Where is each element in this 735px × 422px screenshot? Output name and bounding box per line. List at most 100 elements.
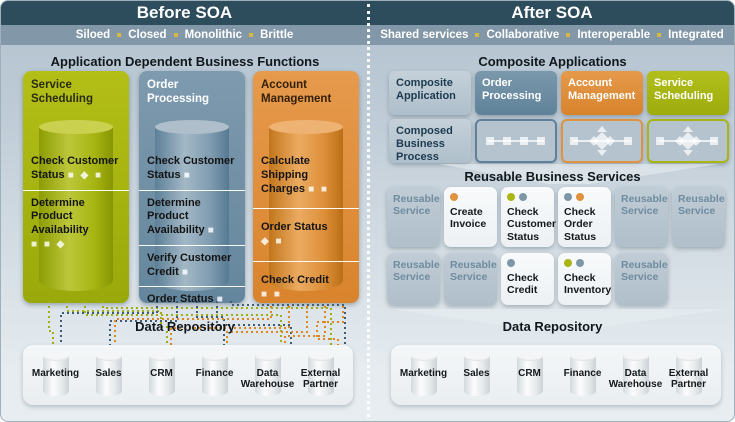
composite-applications-title: Composite Applications — [478, 54, 627, 69]
shape-icons: ■ ■ — [308, 183, 329, 195]
datastore-data-warehouse: Data Warehouse — [241, 350, 294, 400]
composite-app-service-scheduling: Service Scheduling — [647, 71, 729, 115]
function-label: Determine Product Availability — [31, 196, 89, 237]
datastore-label: CRM — [518, 368, 541, 379]
process-flow-box-branching — [561, 119, 643, 163]
function-label: Calculate Shipping Charges — [261, 155, 310, 195]
service-reusable: Reusable Service — [615, 187, 668, 247]
panel-divider — [367, 4, 370, 417]
service-check-inventory: Check Inventory — [558, 253, 611, 305]
service-dots — [507, 259, 548, 270]
subtitle-word: Collaborative — [486, 29, 560, 41]
app-title: Service Scheduling — [31, 79, 93, 105]
subtitle-word: Integrated — [668, 29, 724, 41]
separator-dot — [475, 33, 480, 37]
service-label: Check Customer Status — [507, 206, 557, 243]
service-reusable: Reusable Service — [387, 187, 440, 247]
composite-app-account-management: Account Management — [561, 71, 643, 115]
database-cylinder-icon — [148, 352, 175, 396]
subtitle-word: Monolithic — [184, 29, 243, 41]
function-list: Check Customer Status ■ Determine Produc… — [139, 149, 245, 303]
shape-icons: ■ ■ — [261, 288, 282, 300]
service-reusable: Reusable Service — [615, 253, 668, 305]
olive-dot-icon — [564, 259, 572, 267]
function-label: Check Customer Status — [31, 155, 119, 181]
service-dots — [564, 193, 605, 204]
function-item: Order Status ■ — [139, 287, 245, 303]
datastore-label: External Partner — [668, 368, 709, 390]
database-cylinder-icon — [155, 120, 229, 291]
database-cylinder-icon — [516, 352, 543, 396]
function-label: Check Credit — [261, 273, 329, 286]
datastore-label: Marketing — [399, 368, 448, 379]
service-reusable: Reusable Service — [444, 253, 497, 305]
service-reusable: Reusable Service — [672, 187, 725, 247]
service-label: Reusable Service — [450, 259, 497, 284]
service-label: Reusable Service — [678, 193, 725, 218]
database-cylinder-icon — [675, 352, 702, 396]
diamond-flow-icon — [656, 126, 718, 156]
funnel-shape — [389, 309, 725, 329]
left-section-title: Application Dependent Business Functions — [50, 54, 320, 69]
datastore-sales: Sales — [451, 350, 503, 400]
shape-icons: ■ ■ ◆ — [31, 238, 67, 250]
datastore-sales: Sales — [83, 350, 135, 400]
function-item: Calculate Shipping Charges ■ ■ — [253, 149, 359, 210]
separator-dot — [173, 33, 178, 37]
datastore-label: External Partner — [300, 368, 341, 390]
service-label: Reusable Service — [393, 193, 440, 218]
process-flow-box-linear — [475, 119, 557, 163]
service-dots — [507, 193, 548, 204]
database-cylinder-icon — [95, 352, 122, 396]
datastore-label: CRM — [150, 368, 173, 379]
orange-dot-icon — [576, 193, 584, 201]
after-soa-title: After SOA — [511, 3, 593, 22]
shape-icons: ■ — [216, 294, 225, 303]
database-cylinder-icon — [254, 352, 281, 396]
process-flow-box-branching — [647, 119, 729, 163]
separator-dot — [566, 33, 571, 37]
service-check-order-status: Check Order Status — [558, 187, 611, 247]
after-soa-header: After SOA — [368, 1, 734, 25]
datastore-label: Sales — [463, 368, 490, 379]
database-cylinder-icon — [569, 352, 596, 396]
service-dots — [564, 259, 605, 270]
service-label: Create Invoice — [450, 206, 487, 231]
service-dots — [450, 193, 491, 204]
datastore-external-partner: External Partner — [295, 350, 347, 400]
database-cylinder-icon — [410, 352, 437, 396]
slate-dot-icon — [576, 259, 584, 267]
function-label: Check Customer Status — [147, 155, 235, 181]
database-cylinder-icon — [622, 352, 649, 396]
service-label: Check Order Status — [564, 206, 597, 243]
before-soa-subtitle: Siloed Closed Monolithic Brittle — [1, 25, 368, 45]
database-cylinder-icon — [201, 352, 228, 396]
datastore-crm: CRM — [504, 350, 556, 400]
datastore-finance: Finance — [557, 350, 609, 400]
function-label: Order Status — [261, 221, 328, 234]
datastore-finance: Finance — [189, 350, 241, 400]
after-soa-subtitle: Shared services Collaborative Interopera… — [368, 25, 734, 45]
database-cylinder-icon — [307, 352, 334, 396]
olive-dot-icon — [507, 193, 515, 201]
left-data-repository: Marketing Sales CRM Finance Data Warehou… — [23, 345, 353, 405]
left-repository-title: Data Repository — [135, 319, 235, 334]
shape-icons: ■ — [183, 169, 192, 181]
composed-business-process-box: Composed Business Process — [389, 119, 471, 163]
function-item: Determine Product Availability ■ — [139, 191, 245, 246]
service-reusable: Reusable Service — [387, 253, 440, 305]
slate-dot-icon — [507, 259, 515, 267]
separator-dot — [657, 33, 662, 37]
app-box-service-scheduling: Service Scheduling Check Customer Status… — [23, 71, 129, 303]
slate-dot-icon — [564, 193, 572, 201]
right-data-repository: Marketing Sales CRM Finance Data Warehou… — [391, 345, 721, 405]
before-soa-header: Before SOA — [1, 1, 368, 25]
app-box-order-processing: Order Processing Check Customer Status ■… — [139, 71, 245, 303]
function-list: Check Customer Status ■ ◆ ■ Determine Pr… — [23, 149, 129, 259]
separator-dot — [117, 33, 122, 37]
service-check-credit: Check Credit — [501, 253, 554, 305]
before-soa-title: Before SOA — [136, 3, 233, 22]
function-item: Determine Product Availability ■ ■ ◆ — [23, 191, 129, 259]
datastore-marketing: Marketing — [30, 350, 82, 400]
